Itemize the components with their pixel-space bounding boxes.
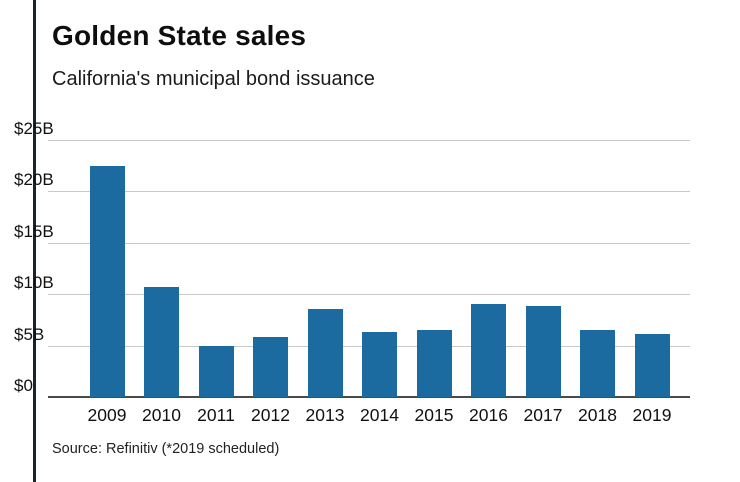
gridline-25B — [48, 140, 690, 141]
x-tick-label-2009: 2009 — [87, 405, 127, 425]
bar-2009 — [89, 165, 125, 397]
y-tick-label-5B: $5B — [14, 324, 45, 344]
bar-2010 — [144, 287, 179, 397]
chart-title: Golden State sales — [52, 20, 307, 51]
left-accent-rule — [33, 0, 36, 482]
bar-2019 — [634, 334, 670, 397]
y-tick-label-10B: $10B — [14, 273, 54, 293]
bar-2013 — [307, 308, 343, 397]
x-tick-label-2016: 2016 — [469, 405, 508, 425]
x-tick-label-2015: 2015 — [414, 405, 454, 425]
gridline-10B — [48, 294, 690, 296]
y-axis-labels: $0 $5B $10B $15B $20B $25B — [0, 0, 54, 482]
x-tick-label-2012: 2012 — [251, 405, 290, 425]
plot-area — [48, 140, 690, 398]
gridline-15B — [48, 242, 690, 244]
y-tick-label-25B: $25B — [14, 119, 54, 138]
x-tick-label-2018: 2018 — [578, 405, 617, 425]
x-tick-label-2014: 2014 — [360, 405, 399, 425]
x-tick-label-2011: 2011 — [197, 405, 235, 425]
y-tick-label-0: $0 — [14, 376, 33, 395]
bar-2011 — [198, 345, 234, 397]
x-tick-label-2010: 2010 — [142, 405, 181, 425]
gridline-20B — [48, 191, 690, 193]
bar-2018 — [580, 330, 615, 397]
bar-2014 — [362, 332, 397, 397]
bar-2016 — [471, 304, 506, 397]
source-attribution: Source: Refinitiv (*2019 scheduled) — [52, 441, 280, 457]
x-axis-labels: 2009 2010 2011 2012 2013 2014 2015 2016 2017 2018… — [48, 405, 690, 427]
x-tick-label-2013: 2013 — [305, 405, 345, 425]
y-tick-label-20B: $20B — [14, 170, 54, 190]
bar-2012 — [253, 337, 288, 397]
chart-subtitle: California's municipal bond issuance — [52, 68, 375, 90]
bar-2017 — [525, 305, 561, 397]
x-axis-baseline — [48, 396, 690, 398]
y-tick-label-15B: $15B — [14, 221, 54, 241]
bar-2015 — [416, 330, 452, 397]
x-tick-label-2017: 2017 — [523, 405, 563, 425]
x-tick-label-2019: 2019 — [632, 405, 672, 425]
